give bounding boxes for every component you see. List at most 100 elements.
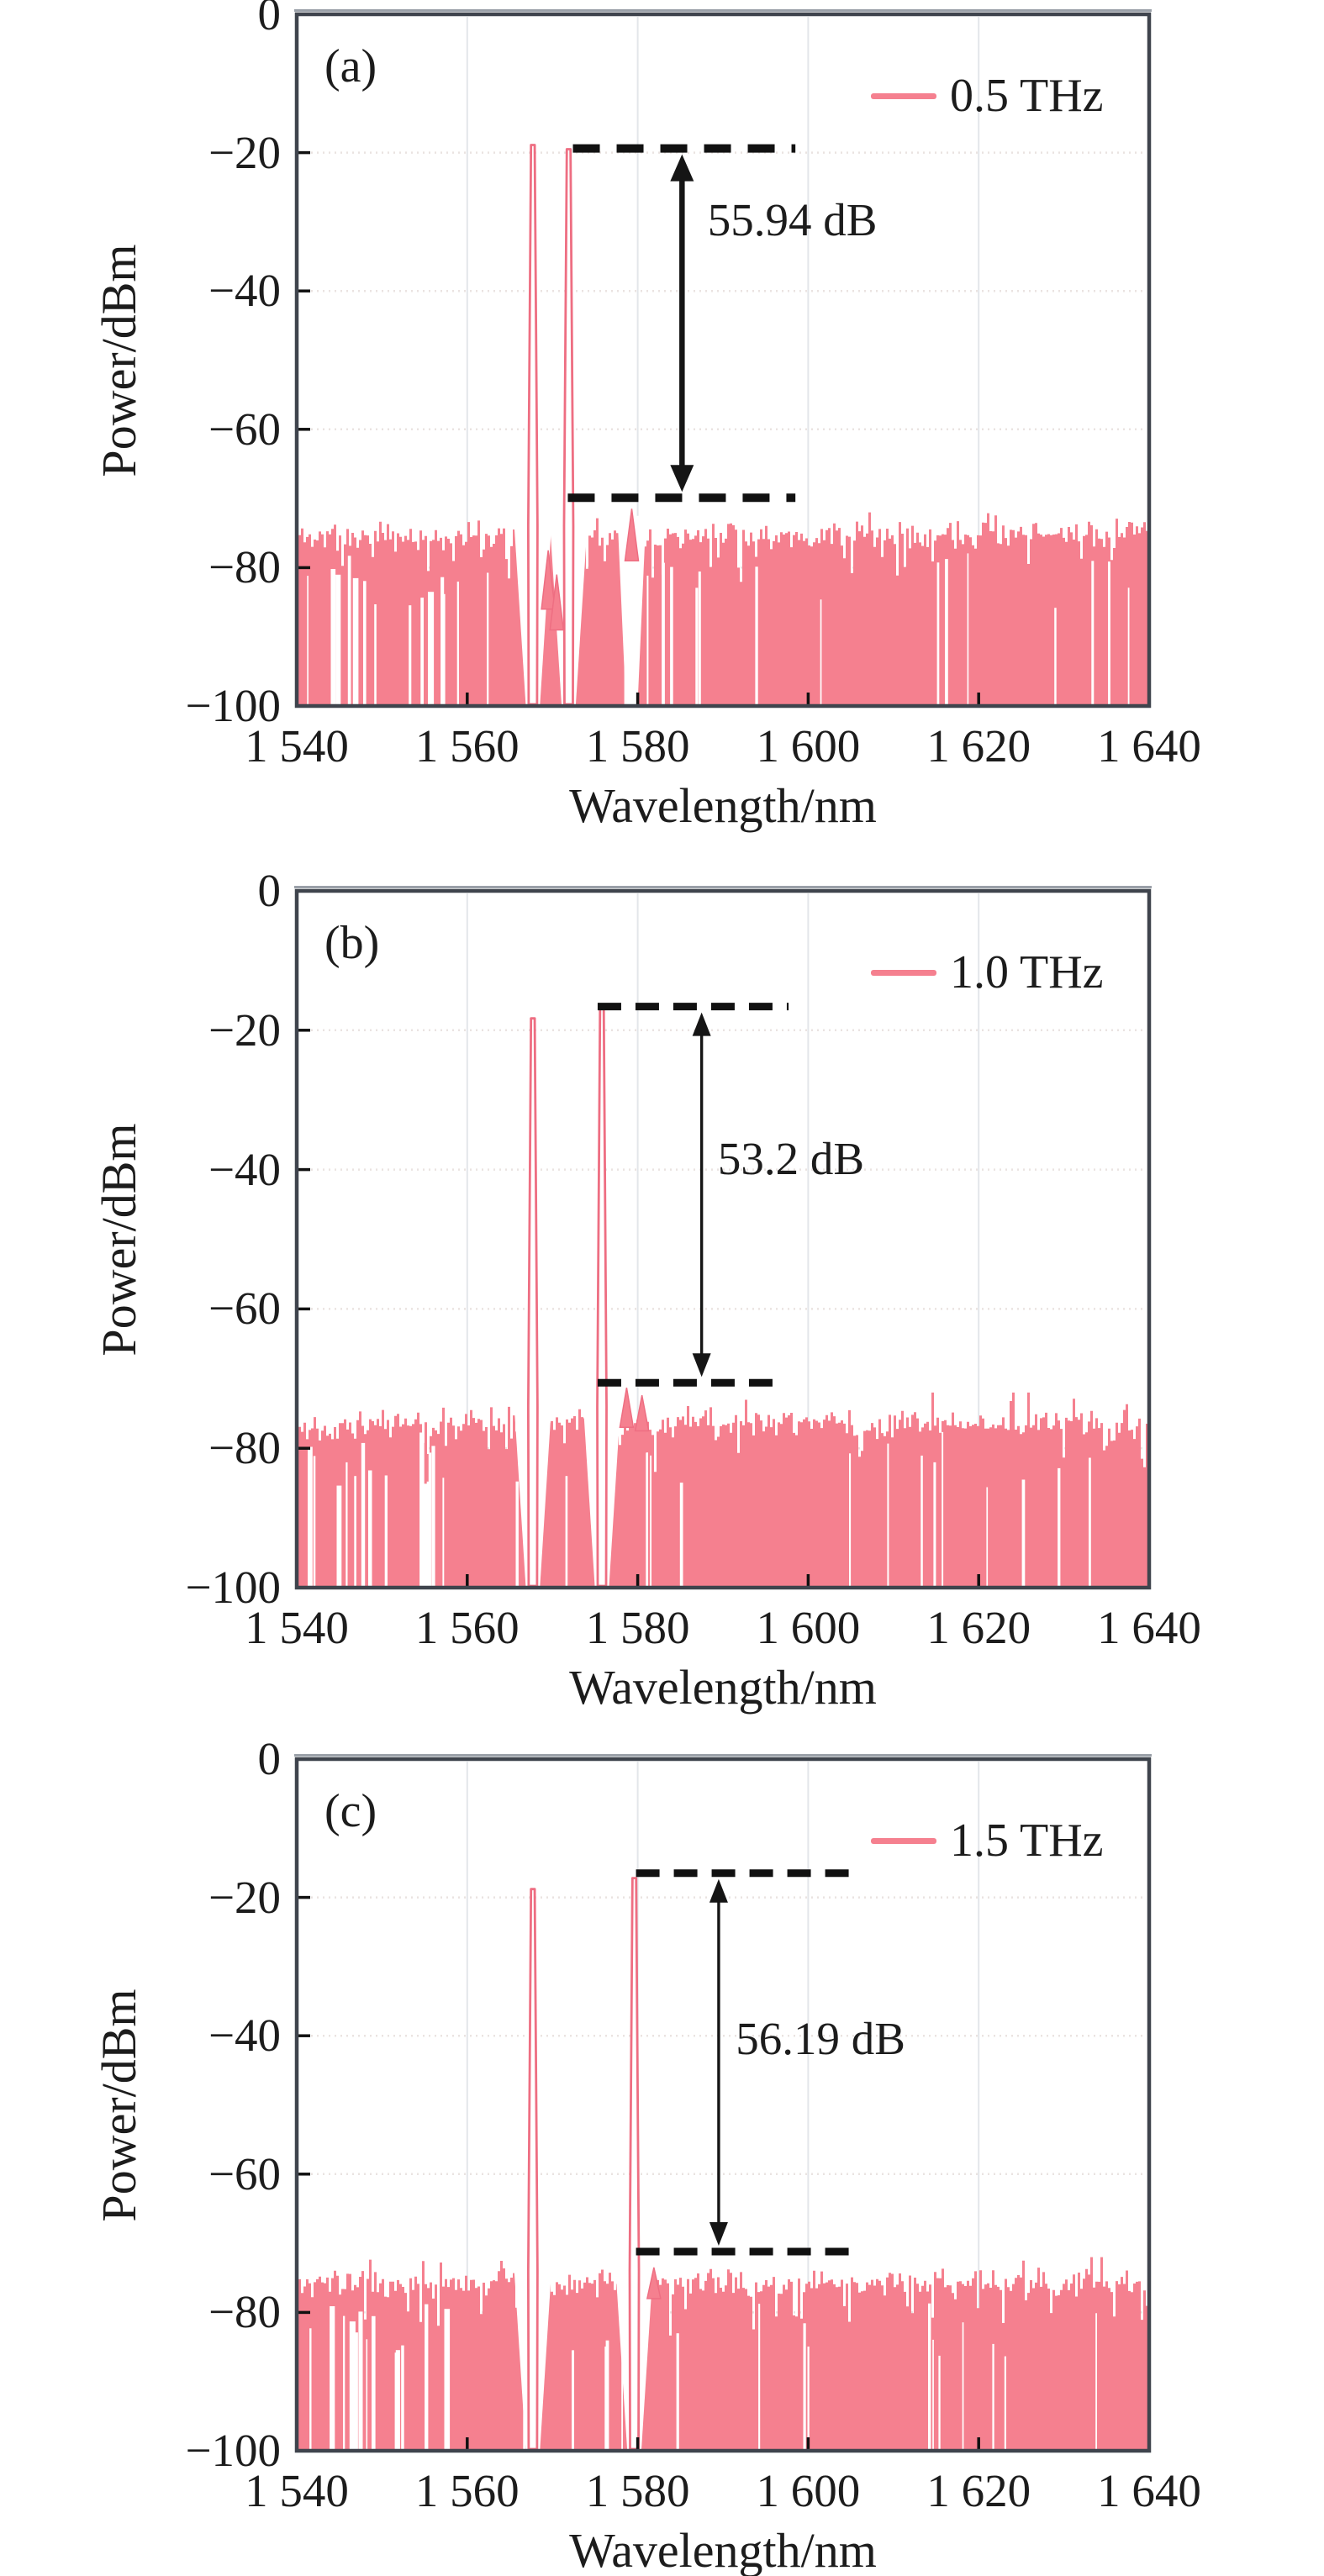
noise-gap — [409, 605, 412, 704]
noise-gap — [336, 1485, 342, 1586]
y-tick-mark — [297, 1307, 310, 1311]
noise-gap — [352, 577, 359, 704]
noise-gap — [676, 2333, 679, 2449]
peak-pedestal-gap — [617, 515, 646, 704]
noise-gap — [366, 2339, 368, 2449]
noise-gap — [758, 2304, 761, 2449]
noise-gap — [424, 1483, 428, 1586]
x-tick-mark — [806, 2437, 810, 2451]
noise-gap — [309, 2328, 312, 2449]
y-tick-label: −100 — [185, 1562, 281, 1613]
y-tick-label: −60 — [208, 1283, 281, 1335]
osnr-annotation: 56.19 dB — [736, 2013, 905, 2065]
y-tick-label: 0 — [257, 0, 282, 40]
y-tick-mark — [297, 150, 310, 155]
secondary-peak — [646, 2267, 662, 2299]
panel-b: (b) Power/dBm Wavelength/nm 1.0 THz 53.2… — [0, 845, 1324, 1715]
noise-gap — [820, 599, 822, 704]
noise-gap — [1054, 608, 1057, 704]
noise-gap — [1021, 1479, 1026, 1586]
noise-gap — [330, 2306, 335, 2449]
panel-a-canvas — [294, 9, 1152, 709]
legend-label: 1.0 THz — [950, 946, 1104, 998]
x-tick-label: 1 580 — [585, 720, 690, 772]
x-axis-label: Wavelength/nm — [569, 2523, 877, 2576]
x-tick-label: 1 640 — [1097, 2465, 1201, 2516]
x-tick-label: 1 580 — [585, 2465, 690, 2516]
noise-gap — [565, 1476, 568, 1586]
panel-letter: (a) — [324, 40, 377, 92]
noise-gap — [662, 562, 665, 704]
noise-gap — [419, 1432, 425, 1586]
y-tick-label: −60 — [208, 403, 281, 455]
noise-gap — [384, 1475, 388, 1586]
noise-gap — [374, 604, 377, 704]
secondary-peak — [549, 574, 565, 631]
osnr-annotation: 53.2 dB — [717, 1133, 865, 1185]
noise-gap — [936, 562, 940, 704]
y-tick-mark — [297, 428, 310, 431]
noise-floor-trace — [298, 2257, 1147, 2451]
x-tick-label: 1 600 — [756, 720, 861, 772]
noise-gap — [887, 1443, 889, 1586]
x-tick-mark — [636, 2437, 640, 2451]
secondary-peak — [619, 1387, 635, 1429]
noise-gap — [346, 1462, 348, 1586]
noise-gap — [650, 1455, 651, 1586]
noise-gap — [428, 592, 435, 704]
noise-gap — [307, 576, 309, 704]
noise-gap — [401, 2345, 404, 2449]
osnr-arrow-head-down — [692, 1353, 711, 1378]
noise-gap — [442, 1478, 445, 1586]
x-tick-mark — [466, 1574, 469, 1588]
noise-gap — [1095, 2313, 1097, 2449]
noise-gap — [986, 1487, 989, 1586]
noise-gap — [428, 1452, 432, 1586]
noise-gap — [945, 559, 948, 704]
noise-gap — [372, 2315, 376, 2449]
x-tick-mark — [636, 1574, 640, 1588]
x-tick-mark — [806, 693, 810, 706]
y-tick-label: −100 — [185, 680, 281, 731]
noise-floor-trace — [298, 512, 1147, 706]
plot-frame — [294, 12, 1152, 709]
noise-gap — [330, 569, 336, 704]
y-tick-mark — [297, 566, 310, 570]
noise-gap — [1004, 2356, 1006, 2449]
noise-gap — [361, 1442, 366, 1586]
osnr-arrow-head-down — [709, 2221, 728, 2246]
x-tick-label: 1 560 — [414, 720, 520, 772]
noise-gap — [967, 553, 969, 704]
y-tick-label: 0 — [257, 1733, 282, 1784]
panel-letter: (c) — [324, 1785, 377, 1837]
legend-line-swatch — [871, 970, 936, 976]
noise-gap — [425, 2304, 429, 2449]
y-tick-label: −20 — [208, 1004, 281, 1056]
x-tick-mark — [636, 693, 640, 706]
noise-gap — [456, 582, 459, 704]
noise-gap — [1108, 561, 1110, 704]
noise-gap — [394, 2352, 398, 2449]
noise-gap — [347, 556, 351, 704]
noise-gap — [698, 572, 701, 704]
y-tick-label: −80 — [208, 541, 281, 593]
noise-gap — [604, 2347, 608, 2449]
panel-a: (a) Power/dBm Wavelength/nm 0.5 THz 55.9… — [0, 0, 1324, 845]
noise-gap — [431, 1446, 435, 1586]
osnr-arrow-head-up — [709, 1878, 728, 1903]
y-tick-label: −80 — [208, 2286, 281, 2338]
noise-gap — [755, 566, 758, 704]
noise-gap — [444, 2309, 451, 2449]
y-tick-label: −40 — [208, 1143, 281, 1195]
x-tick-label: 1 580 — [585, 1602, 690, 1653]
y-tick-label: −100 — [185, 2425, 281, 2476]
y-tick-label: −40 — [208, 265, 281, 317]
x-tick-label: 1 600 — [756, 2465, 861, 2516]
x-tick-label: 1 640 — [1097, 720, 1201, 772]
plot-frame — [294, 888, 1152, 1590]
y-tick-mark — [297, 289, 310, 292]
noise-gap — [803, 2323, 806, 2449]
x-tick-label: 1 560 — [414, 2465, 520, 2516]
noise-gap — [695, 587, 699, 704]
y-tick-label: −60 — [208, 2147, 281, 2199]
